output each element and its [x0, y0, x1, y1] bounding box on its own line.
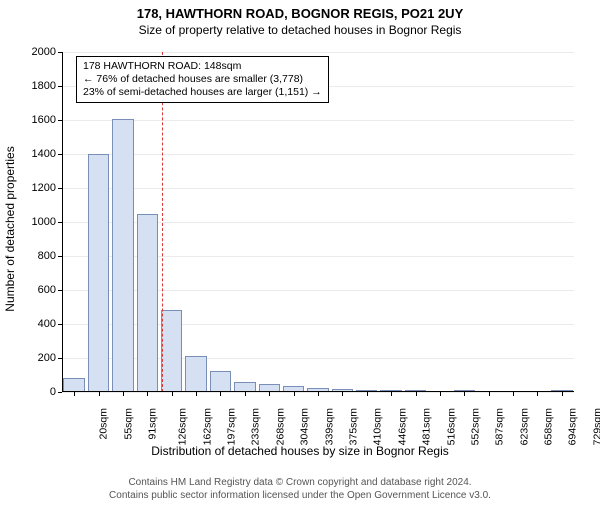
x-tick-mark — [391, 392, 392, 396]
x-tick-label: 55sqm — [122, 408, 134, 440]
bar — [137, 214, 158, 392]
x-tick-label: 729sqm — [591, 408, 600, 445]
bar — [185, 356, 206, 392]
y-tick-label: 600 — [16, 284, 56, 296]
y-tick-label: 1600 — [16, 114, 56, 126]
y-tick-label: 1400 — [16, 148, 56, 160]
x-tick-label: 91sqm — [146, 408, 158, 440]
annotation-box: 178 HAWTHORN ROAD: 148sqm← 76% of detach… — [76, 56, 329, 103]
y-tick-label: 2000 — [16, 46, 56, 58]
x-tick-label: 516sqm — [445, 408, 457, 445]
bar — [112, 119, 133, 392]
x-tick-label: 233sqm — [250, 408, 262, 445]
y-axis-line — [62, 52, 63, 392]
x-tick-mark — [245, 392, 246, 396]
x-tick-mark — [513, 392, 514, 396]
chart-title-main: 178, HAWTHORN ROAD, BOGNOR REGIS, PO21 2… — [0, 6, 600, 21]
x-tick-mark — [172, 392, 173, 396]
y-tick-label: 0 — [16, 386, 56, 398]
bar — [210, 371, 231, 392]
footer-line1: Contains HM Land Registry data © Crown c… — [0, 477, 600, 490]
chart-title-sub: Size of property relative to detached ho… — [0, 23, 600, 37]
x-tick-label: 410sqm — [372, 408, 384, 445]
y-tick-mark — [58, 392, 62, 393]
x-tick-label: 162sqm — [201, 408, 213, 445]
x-tick-mark — [196, 392, 197, 396]
x-tick-mark — [342, 392, 343, 396]
footer-line2: Contains public sector information licen… — [0, 490, 600, 503]
x-tick-mark — [562, 392, 563, 396]
x-tick-label: 339sqm — [323, 408, 335, 445]
x-tick-mark — [269, 392, 270, 396]
x-tick-label: 694sqm — [567, 408, 579, 445]
grid-line — [62, 120, 574, 121]
footer-attribution: Contains HM Land Registry data © Crown c… — [0, 477, 600, 502]
x-tick-label: 446sqm — [396, 408, 408, 445]
bar — [88, 154, 109, 392]
x-tick-mark — [74, 392, 75, 396]
x-tick-mark — [123, 392, 124, 396]
x-tick-label: 304sqm — [299, 408, 311, 445]
grid-line — [62, 188, 574, 189]
x-tick-label: 268sqm — [274, 408, 286, 445]
x-tick-label: 623sqm — [518, 408, 530, 445]
x-tick-mark — [318, 392, 319, 396]
y-tick-label: 800 — [16, 250, 56, 262]
x-tick-label: 552sqm — [469, 408, 481, 445]
x-tick-label: 481sqm — [421, 408, 433, 445]
x-tick-mark — [220, 392, 221, 396]
y-tick-label: 1800 — [16, 80, 56, 92]
x-tick-mark — [537, 392, 538, 396]
x-tick-mark — [367, 392, 368, 396]
annotation-line2: ← 76% of detached houses are smaller (3,… — [83, 73, 322, 86]
y-tick-label: 200 — [16, 352, 56, 364]
x-tick-label: 658sqm — [542, 408, 554, 445]
x-axis-label: Distribution of detached houses by size … — [0, 444, 600, 458]
chart-plot-area: 020040060080010001200140016001800200020s… — [62, 52, 574, 392]
grid-line — [62, 52, 574, 53]
bar — [161, 310, 182, 392]
x-axis-line — [62, 391, 574, 392]
y-tick-label: 1200 — [16, 182, 56, 194]
x-tick-mark — [99, 392, 100, 396]
x-tick-mark — [294, 392, 295, 396]
x-tick-label: 20sqm — [98, 408, 110, 440]
x-tick-mark — [464, 392, 465, 396]
bar — [63, 378, 84, 392]
x-tick-label: 126sqm — [177, 408, 189, 445]
x-tick-mark — [489, 392, 490, 396]
annotation-line3: 23% of semi-detached houses are larger (… — [83, 86, 322, 99]
x-tick-mark — [440, 392, 441, 396]
x-tick-mark — [147, 392, 148, 396]
grid-line — [62, 154, 574, 155]
x-tick-mark — [416, 392, 417, 396]
y-axis-label: Number of detached properties — [3, 146, 17, 311]
y-tick-label: 1000 — [16, 216, 56, 228]
annotation-line1: 178 HAWTHORN ROAD: 148sqm — [83, 60, 322, 73]
x-tick-label: 197sqm — [225, 408, 237, 445]
y-tick-label: 400 — [16, 318, 56, 330]
x-tick-label: 587sqm — [494, 408, 506, 445]
x-tick-label: 375sqm — [347, 408, 359, 445]
